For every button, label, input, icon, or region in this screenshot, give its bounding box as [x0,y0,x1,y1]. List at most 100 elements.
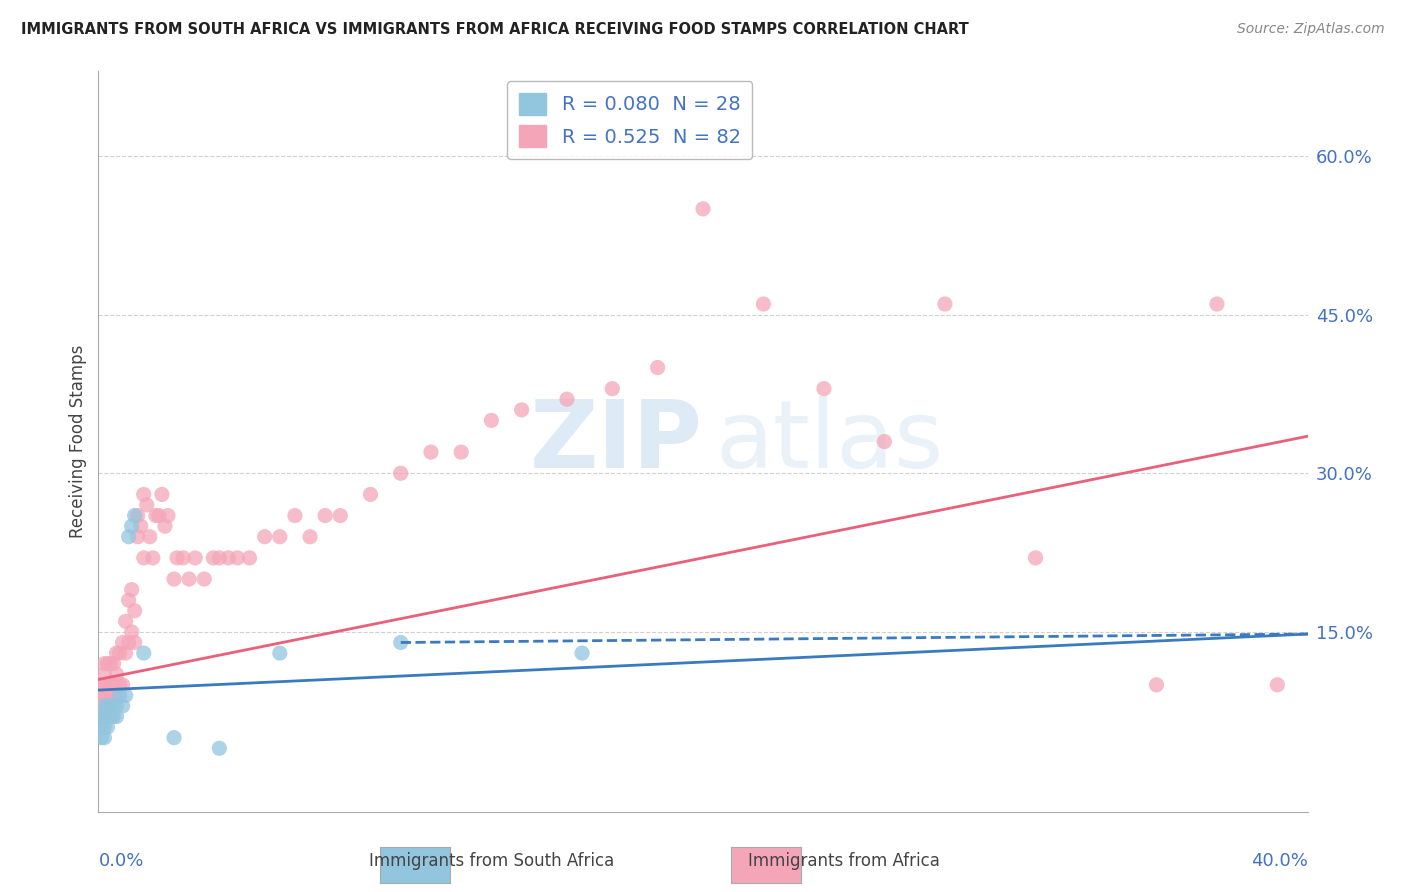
Point [93,720,115,734]
Point [114,646,136,660]
Point [299,530,322,544]
Text: Source: ZipAtlas.com: Source: ZipAtlas.com [1237,22,1385,37]
Point [108,678,131,692]
Point [93,678,115,692]
Point [93,667,115,681]
Point [217,550,239,565]
Point [105,646,128,660]
Point [100,698,122,713]
Point [103,678,125,692]
Point [253,530,276,544]
Point [193,572,215,586]
Point [103,709,125,723]
Point [1206,297,1229,311]
Point [571,646,593,660]
Point [208,550,231,565]
Point [389,467,412,481]
Point [163,572,186,586]
Point [93,731,115,745]
Point [420,445,443,459]
Point [142,550,165,565]
Text: 0.0%: 0.0% [98,853,143,871]
Point [100,709,122,723]
Point [100,689,122,703]
Point [127,530,149,544]
Point [124,508,146,523]
Point [121,582,143,597]
Point [96,698,118,713]
Point [90,698,112,713]
Point [114,615,136,629]
Point [510,402,533,417]
Point [96,709,118,723]
Point [103,698,125,713]
Point [163,731,186,745]
Point [114,689,136,703]
Text: Immigrants from Africa: Immigrants from Africa [748,852,939,870]
Point [96,678,118,692]
Point [166,550,188,565]
Point [93,709,115,723]
Point [269,530,291,544]
Point [179,572,201,586]
Point [314,508,336,523]
Point [96,689,118,703]
Point [132,550,155,565]
Point [692,202,714,216]
Point [96,698,118,713]
Point [105,689,128,703]
Point [269,646,291,660]
Point [145,508,167,523]
Point [93,698,115,713]
Point [90,720,112,734]
Point [121,519,143,533]
Point [148,508,170,523]
Point [105,698,128,713]
Point [873,434,896,449]
Point [118,593,141,607]
Point [139,530,162,544]
Point [555,392,578,407]
Point [226,550,249,565]
Text: IMMIGRANTS FROM SOUTH AFRICA VS IMMIGRANTS FROM AFRICA RECEIVING FOOD STAMPS COR: IMMIGRANTS FROM SOUTH AFRICA VS IMMIGRAN… [21,22,969,37]
Point [111,698,134,713]
Text: Immigrants from South Africa: Immigrants from South Africa [370,852,614,870]
Point [111,635,134,649]
Point [481,413,503,427]
Point [132,646,155,660]
Point [100,657,122,671]
Point [93,689,115,703]
Point [752,297,775,311]
Point [103,657,125,671]
Point [360,487,382,501]
Point [118,530,141,544]
Point [96,720,118,734]
Point [1024,550,1046,565]
Point [150,487,173,501]
Point [118,635,141,649]
Point [132,487,155,501]
Point [129,519,152,533]
Point [105,667,128,681]
Point [813,382,835,396]
Point [156,508,179,523]
Text: 40.0%: 40.0% [1251,853,1308,871]
Point [1144,678,1167,692]
Point [108,689,131,703]
Point [90,731,112,745]
Text: atlas: atlas [716,395,943,488]
Point [90,689,112,703]
Point [239,550,262,565]
Point [96,657,118,671]
Point [100,678,122,692]
Legend: R = 0.080  N = 28, R = 0.525  N = 82: R = 0.080 N = 28, R = 0.525 N = 82 [508,81,752,159]
Point [124,604,146,618]
Point [124,635,146,649]
Point [90,678,112,692]
Point [127,508,149,523]
Point [602,382,624,396]
Point [111,678,134,692]
Point [1267,678,1289,692]
Point [208,741,231,756]
Point [93,709,115,723]
